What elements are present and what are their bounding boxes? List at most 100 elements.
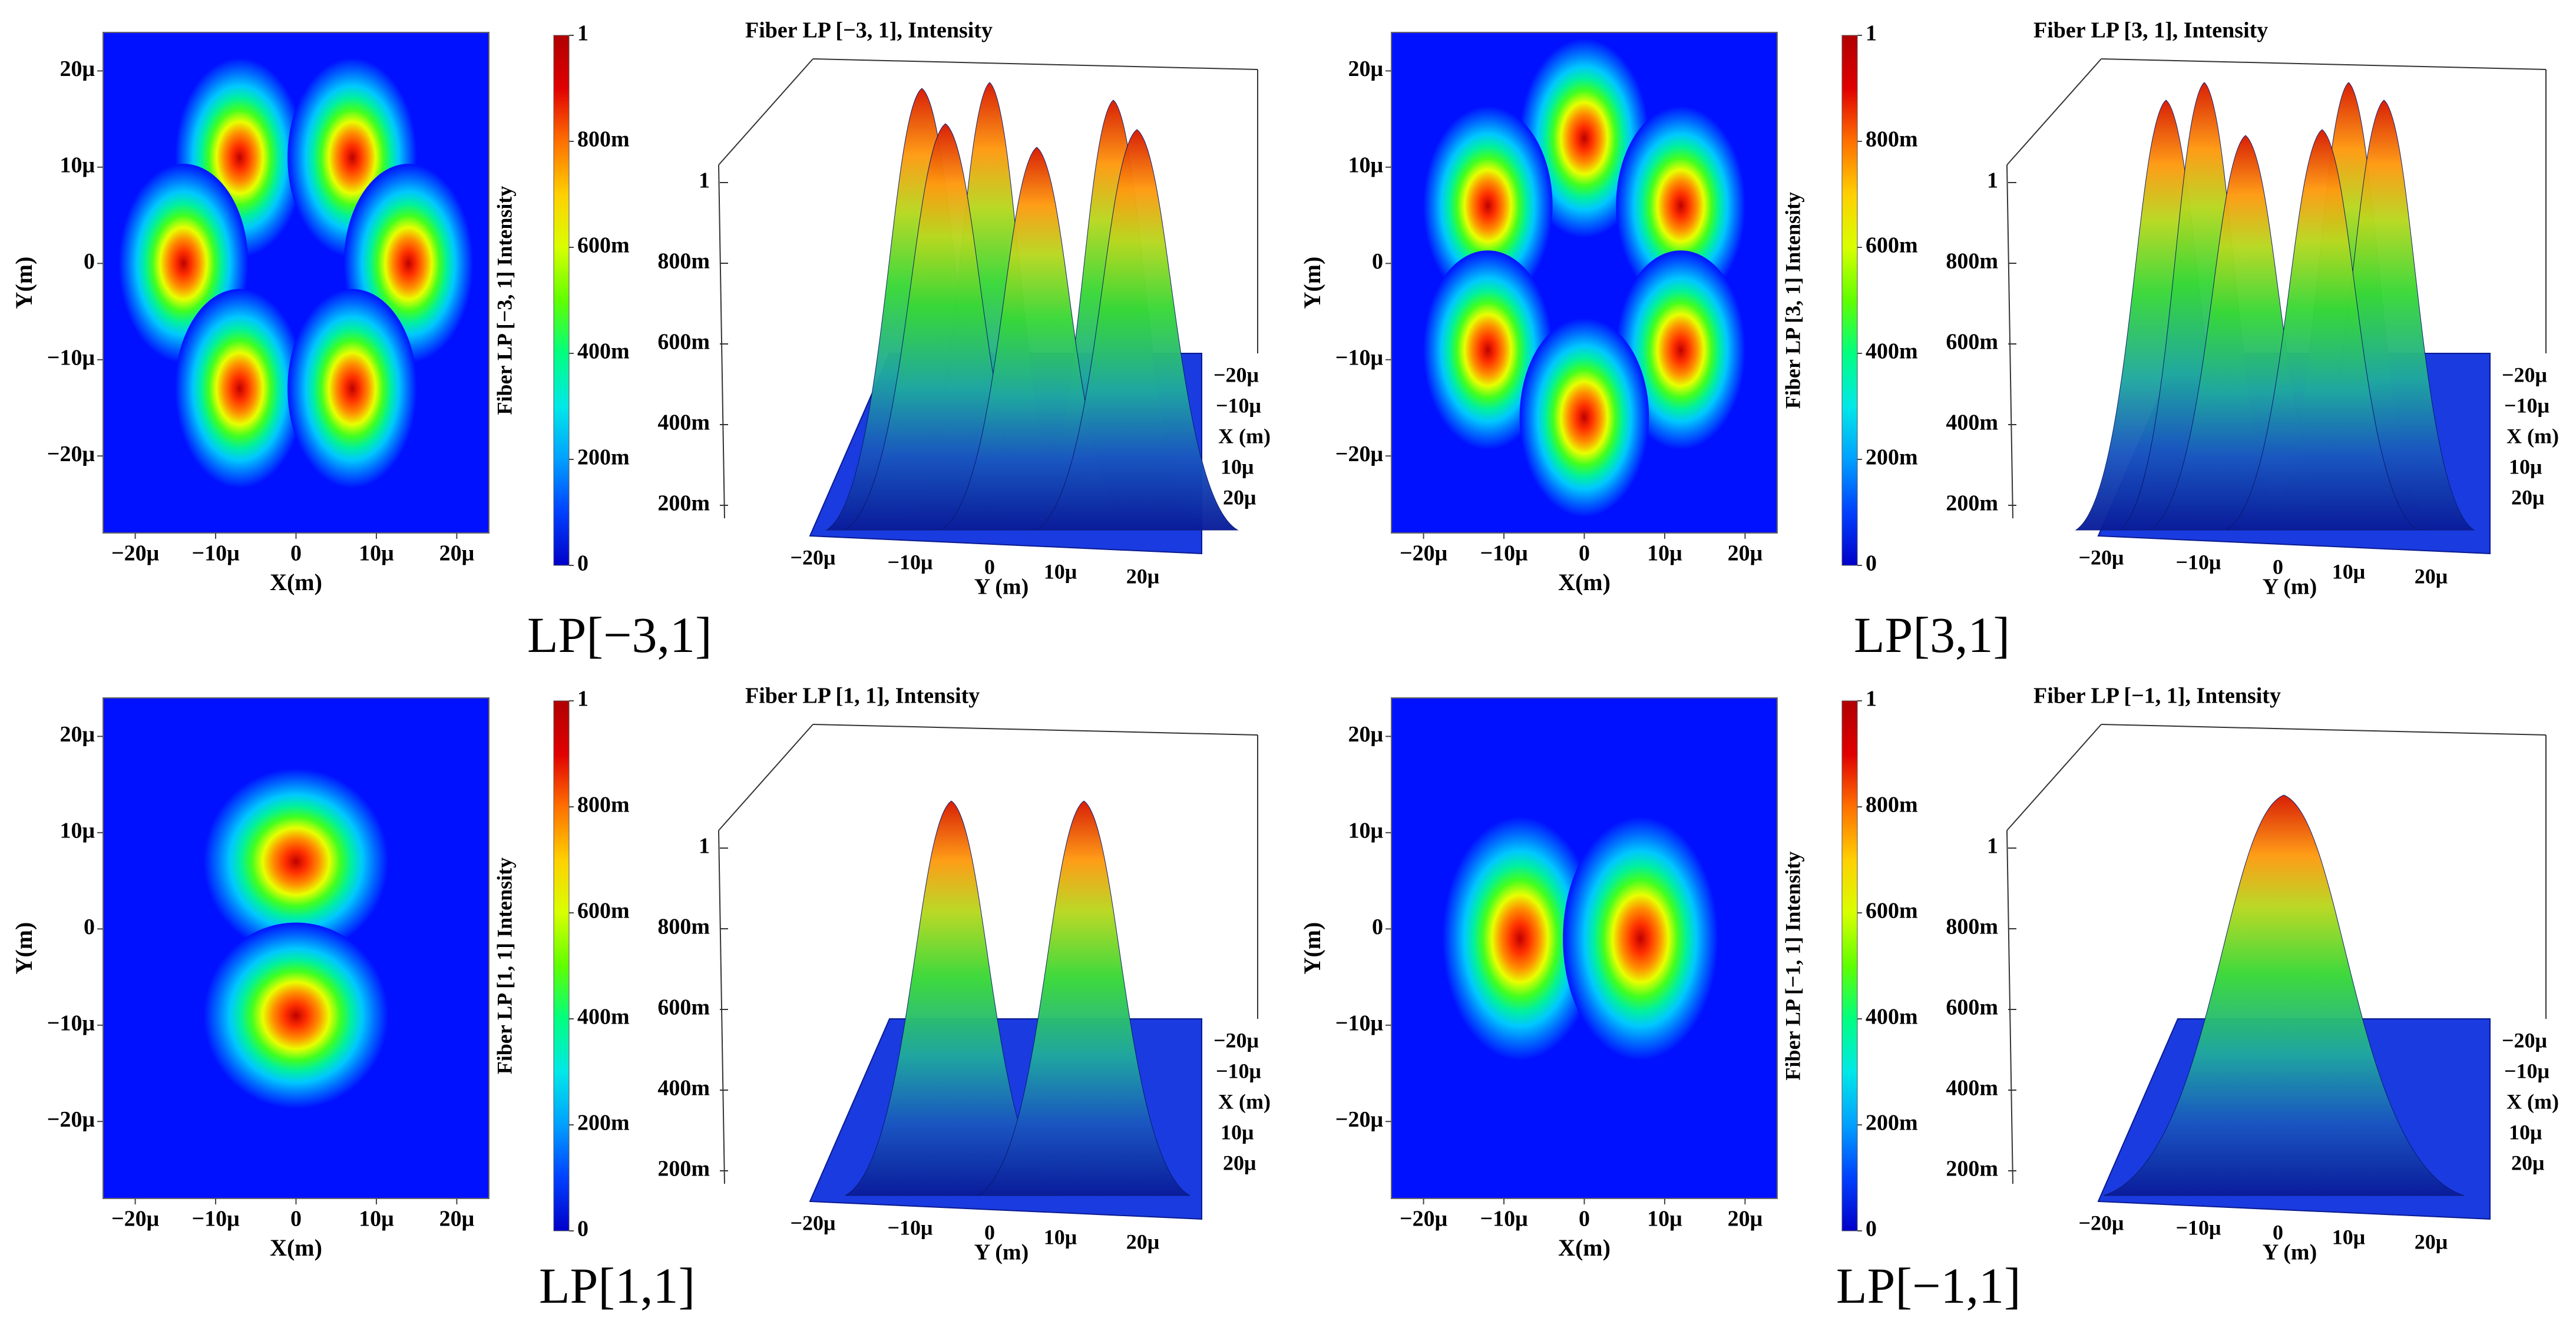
z-tick-label: 1 (699, 834, 710, 859)
colorbar-tick-label: 1 (577, 687, 588, 711)
surface-y-axis-label: Y (m) (974, 575, 1029, 600)
x-tick-label: 0 (1579, 1207, 1590, 1231)
z-tick-label: 200m (657, 1157, 710, 1181)
y-axis-tick-label: 20μ (2415, 564, 2448, 588)
heatmap-lobe (1563, 816, 1718, 1061)
mode-caption: LP[−3,1] (527, 607, 712, 663)
y-axis-tick-label: 10μ (2332, 559, 2365, 583)
z-tick-label: 800m (1946, 915, 1998, 939)
surface-z-axis (718, 164, 725, 519)
surface-box-edge (2006, 58, 2102, 165)
y-axis-tick-label: −10μ (2176, 550, 2221, 574)
heatmap-lobes (1442, 816, 1718, 1061)
surface-title: Fiber LP [−3, 1], Intensity (745, 18, 993, 43)
y-axis-label: Y(m) (11, 257, 37, 309)
surface-z-axis (2006, 830, 2013, 1184)
heatmap-lobe (203, 768, 389, 955)
colorbar-tick-label: 200m (1866, 445, 1918, 470)
y-tick-label: 0 (84, 249, 95, 274)
y-tick-label: −20μ (1335, 442, 1384, 466)
surface-box-edge (718, 58, 814, 165)
surface-peak (845, 800, 1058, 1196)
z-tick-label: 400m (657, 410, 710, 435)
colorbar-tick-label: 800m (577, 127, 630, 152)
heatmap-figure: −20μ −10μ 0 10μ 20μ 20μ 10μ 0 −10μ −20μ X(m) Y(m) 1 8… (1299, 684, 2559, 1265)
y-axis-label: Y(m) (1299, 257, 1325, 309)
z-tick-label: 400m (1946, 1076, 1998, 1101)
heatmap-lobe (1519, 38, 1649, 238)
colorbar-tick-label: 1 (577, 21, 588, 46)
z-tick-label: 200m (1946, 491, 1998, 516)
z-tick-label: 800m (657, 915, 710, 939)
x-axis-tick-label: X (m) (1218, 1090, 1271, 1113)
x-axis-tick-label: −20μ (1213, 1028, 1259, 1052)
surface-z-axis (718, 830, 725, 1184)
heatmap-figure: −20μ −10μ 0 10μ 20μ 20μ 10μ 0 −10μ −20μ X(m) Y(m) 1 8… (1299, 18, 2559, 600)
x-tick-label: −20μ (111, 1207, 160, 1231)
surface-z-axis (2006, 164, 2013, 519)
y-axis-tick-label: −10μ (2176, 1216, 2221, 1239)
colorbar-label: Fiber LP [3, 1] Intensity (1781, 192, 1804, 409)
x-tick-label: −10μ (1480, 541, 1528, 566)
colorbar-label: Fiber LP [−3, 1] Intensity (492, 186, 516, 415)
x-axis-label: X(m) (1558, 1234, 1611, 1261)
surface-y-axis-label: Y (m) (2263, 575, 2317, 600)
z-tick-label: 800m (1946, 249, 1998, 274)
x-tick-label: 10μ (1647, 541, 1682, 566)
colorbar (553, 700, 570, 1231)
x-axis-tick-label: −10μ (1216, 1059, 1261, 1082)
colorbar (1841, 35, 1858, 566)
colorbar-tick-label: 600m (577, 899, 630, 923)
y-tick-label: −20μ (1335, 1107, 1384, 1132)
surface-box-edge (812, 724, 1258, 736)
x-tick-label: −20μ (1400, 1207, 1448, 1231)
y-axis-tick-label: 20μ (1126, 564, 1159, 588)
y-tick-label: −10μ (1335, 1011, 1384, 1035)
x-tick-label: 0 (290, 1207, 302, 1231)
x-tick-label: 10μ (1647, 1207, 1682, 1231)
x-axis-tick-label: 20μ (1223, 1151, 1256, 1174)
y-axis-tick-label: −10μ (888, 550, 933, 574)
y-axis-tick-label: −20μ (791, 545, 836, 569)
colorbar-tick-label: 200m (577, 1111, 630, 1135)
colorbar-tick-label: 0 (577, 1217, 588, 1241)
y-tick-label: 20μ (1348, 722, 1383, 747)
x-axis-tick-label: X (m) (1218, 424, 1271, 448)
z-tick-label: 1 (699, 168, 710, 193)
z-tick-label: 200m (657, 491, 710, 516)
colorbar-tick-label: 1 (1866, 21, 1877, 46)
y-axis-tick-label: 20μ (1126, 1230, 1159, 1253)
surface-peak (2226, 129, 2419, 531)
z-tick-label: 600m (657, 995, 710, 1020)
heatmap-lobe (287, 289, 417, 488)
colorbar-tick-label: 600m (1866, 899, 1918, 923)
z-tick-label: 600m (657, 330, 710, 355)
y-axis-tick-label: −20μ (791, 1211, 836, 1234)
surface-title: Fiber LP [1, 1], Intensity (745, 684, 980, 708)
heatmap-lobe (203, 922, 389, 1109)
x-tick-label: 20μ (439, 541, 475, 566)
colorbar-tick-label: 800m (1866, 127, 1918, 152)
y-tick-label: −10μ (1335, 345, 1384, 370)
x-axis-tick-label: X (m) (2506, 1090, 2559, 1113)
mode-caption: LP[3,1] (1854, 607, 2010, 663)
surface-box-edge (2101, 58, 2547, 70)
surface-y-axis-label: Y (m) (974, 1240, 1029, 1265)
panel-lp-p1-1: −20μ −10μ 0 10μ 20μ 20μ 10μ 0 −10μ −20μ X(m) Y(m) 1 8… (0, 666, 1288, 1331)
colorbar-tick-label: 400m (577, 1005, 630, 1029)
y-axis-tick-label: 10μ (1044, 559, 1077, 583)
colorbar (1841, 700, 1858, 1231)
y-tick-label: 10μ (59, 153, 95, 178)
y-tick-label: 20μ (1348, 57, 1383, 81)
surface-title: Fiber LP [3, 1], Intensity (2033, 18, 2268, 43)
panel-lp-m3-1: −20μ −10μ 0 10μ 20μ 20μ 10μ 0 −10μ −20μ X(m) Y(m) 1 8… (0, 0, 1288, 666)
z-tick-label: 600m (1946, 995, 1998, 1020)
x-axis-tick-label: 20μ (1223, 485, 1256, 509)
x-tick-label: −10μ (191, 1207, 240, 1231)
colorbar-label: Fiber LP [1, 1] Intensity (492, 857, 516, 1074)
heatmap-lobe (1442, 816, 1598, 1061)
y-tick-label: 0 (1372, 915, 1383, 939)
x-axis-label: X(m) (1558, 569, 1611, 595)
x-tick-label: −10μ (191, 541, 240, 566)
y-axis-tick-label: 0 (984, 1220, 995, 1244)
